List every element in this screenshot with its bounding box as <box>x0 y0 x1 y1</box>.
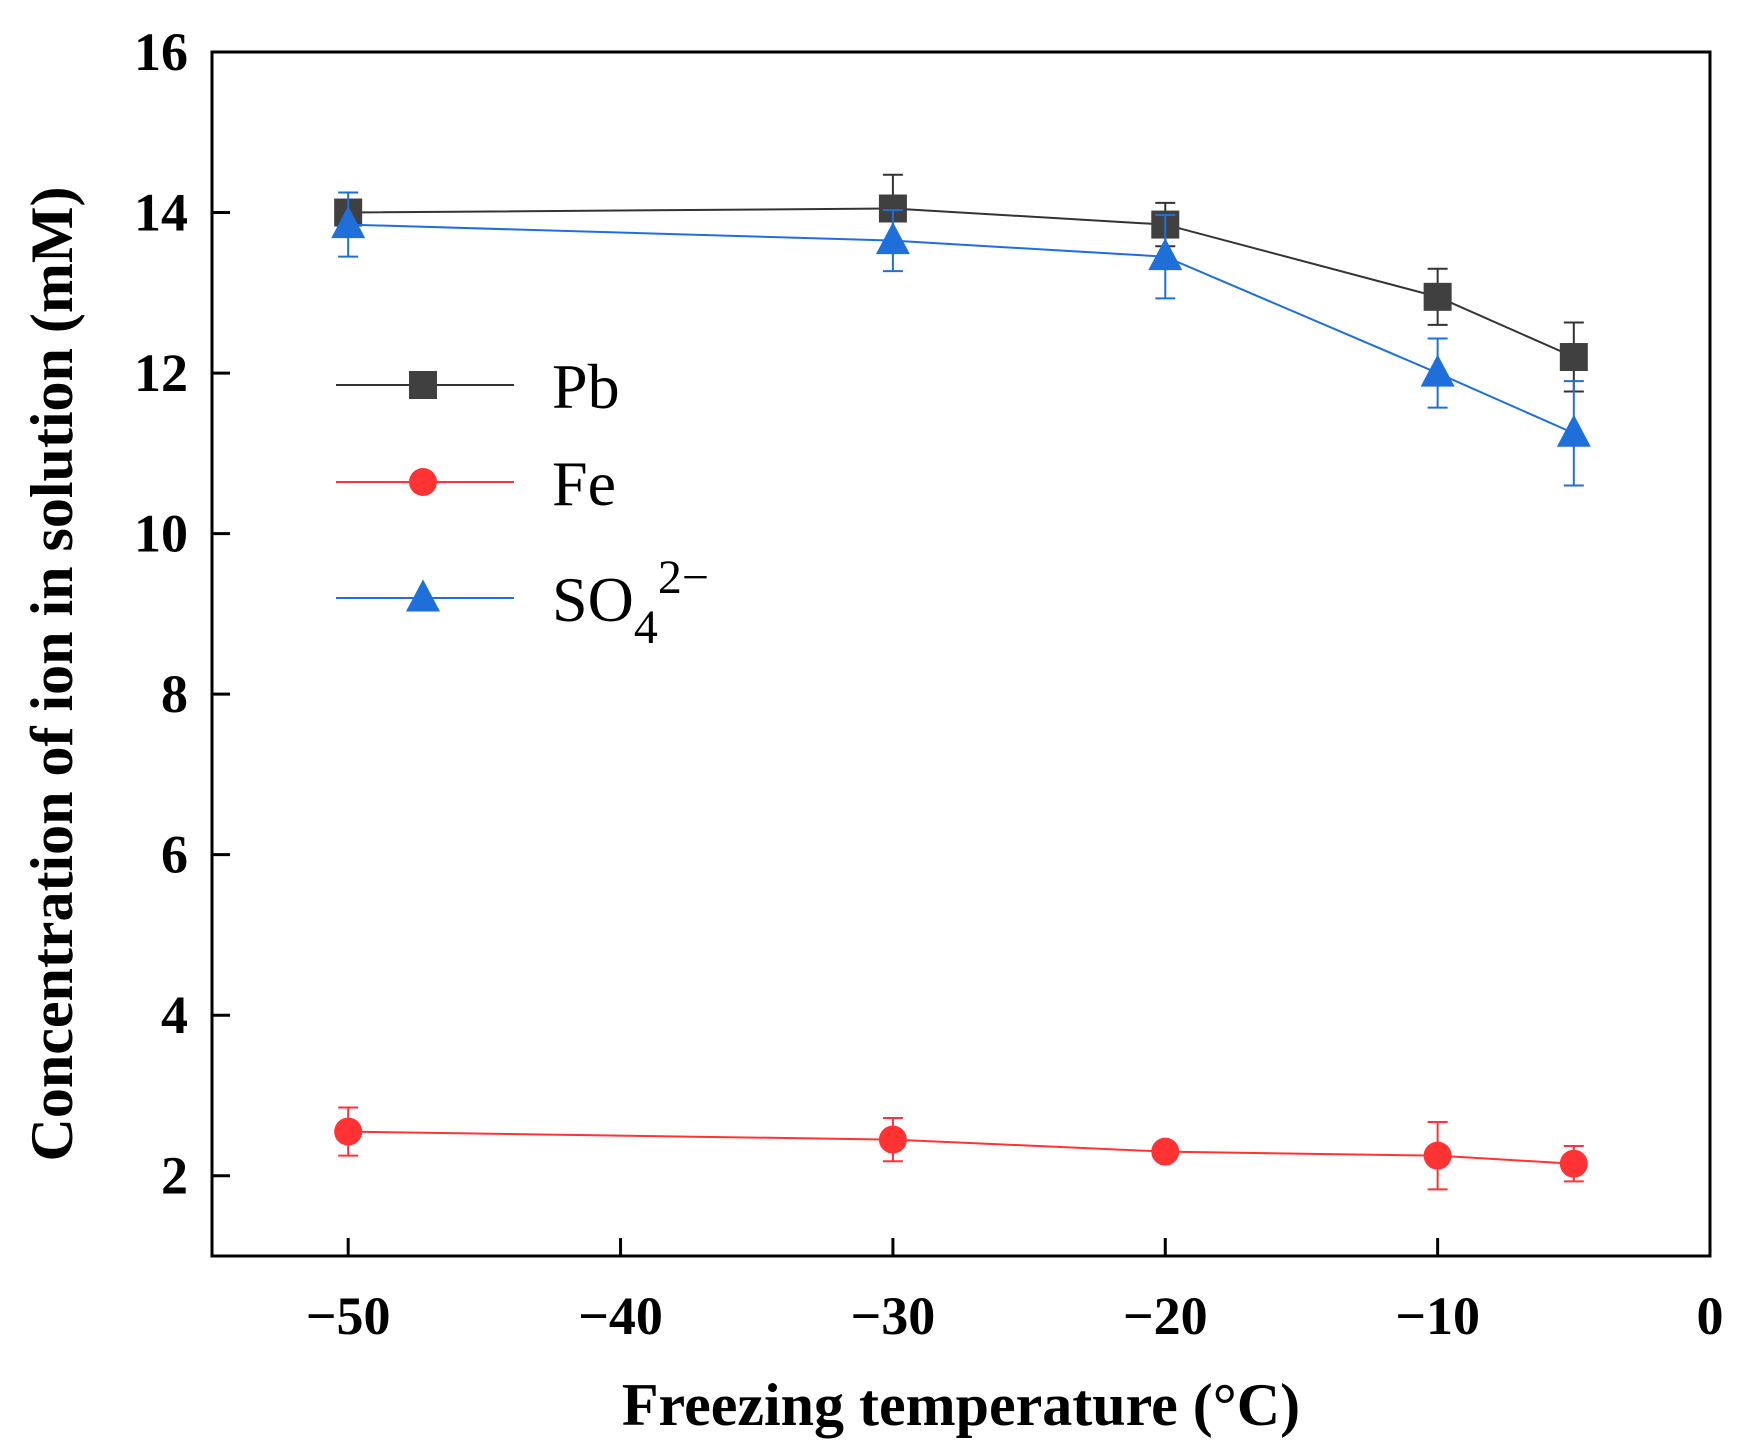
legend-label-main: Fe <box>552 448 616 519</box>
y-tick-label: 2 <box>161 1146 188 1206</box>
legend-label: SO42− <box>552 551 709 654</box>
y-tick-label: 16 <box>134 22 188 82</box>
y-tick-label: 12 <box>134 343 188 403</box>
y-tick-label: 6 <box>161 825 188 885</box>
legend-marker <box>409 371 437 399</box>
legend-entry: SO42− <box>336 551 709 654</box>
data-point <box>1151 1137 1180 1166</box>
x-axis-title: Freezing temperature (°C) <box>622 1372 1300 1438</box>
legend-entry: Pb <box>336 351 620 422</box>
legend-label-main: Pb <box>552 351 620 422</box>
x-tick-label: −10 <box>1395 1286 1480 1346</box>
y-tick-label: 10 <box>134 504 188 564</box>
legend: Pb Fe SO42− <box>336 351 709 654</box>
x-tick-label: −40 <box>578 1286 663 1346</box>
data-point <box>1148 238 1183 271</box>
data-point <box>1559 1149 1588 1178</box>
x-tick-label: 0 <box>1697 1286 1724 1346</box>
data-point <box>1556 414 1591 447</box>
legend-label-main: SO <box>552 564 634 635</box>
series-triangle <box>331 191 1591 487</box>
data-point <box>878 1125 907 1154</box>
y-tick-label: 8 <box>161 664 188 724</box>
plot-frame <box>210 50 1712 1258</box>
x-tick-label: −30 <box>851 1286 936 1346</box>
legend-label: Pb <box>552 351 620 422</box>
y-axis-title: Concentration of ion in solution (mM) <box>19 187 85 1162</box>
data-point <box>1423 1141 1452 1170</box>
data-point <box>1420 354 1455 387</box>
data-point <box>331 205 366 239</box>
legend-marker <box>409 468 437 496</box>
legend-marker <box>406 579 440 612</box>
axis-layer: −50 −40 −30 −20 −10 0 2 4 6 8 10 12 14 16 <box>134 22 1724 1346</box>
legend-label: Fe <box>552 448 616 519</box>
series-circle <box>334 1106 1588 1191</box>
legend-entry: Fe <box>336 448 616 519</box>
y-tick-label: 14 <box>134 183 188 243</box>
data-point <box>1559 343 1588 372</box>
legend-label-superscript: 2− <box>658 551 709 604</box>
data-point <box>1423 282 1452 311</box>
legend-label-subscript: 4 <box>634 601 658 654</box>
data-point <box>334 1117 363 1146</box>
y-tick-label: 4 <box>161 985 188 1045</box>
data-point <box>875 222 910 255</box>
x-tick-label: −50 <box>306 1286 391 1346</box>
series-layer <box>331 173 1591 1191</box>
x-tick-label: −20 <box>1123 1286 1208 1346</box>
